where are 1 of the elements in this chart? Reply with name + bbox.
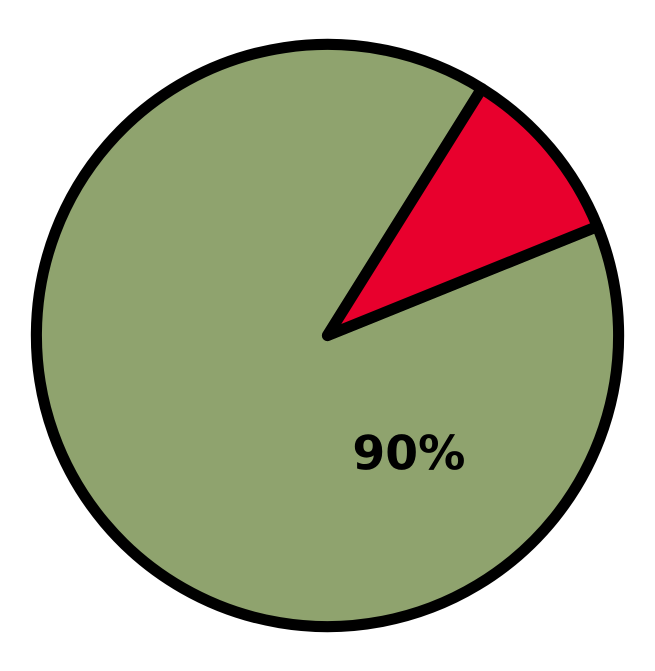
data-label: 90% xyxy=(354,434,464,470)
